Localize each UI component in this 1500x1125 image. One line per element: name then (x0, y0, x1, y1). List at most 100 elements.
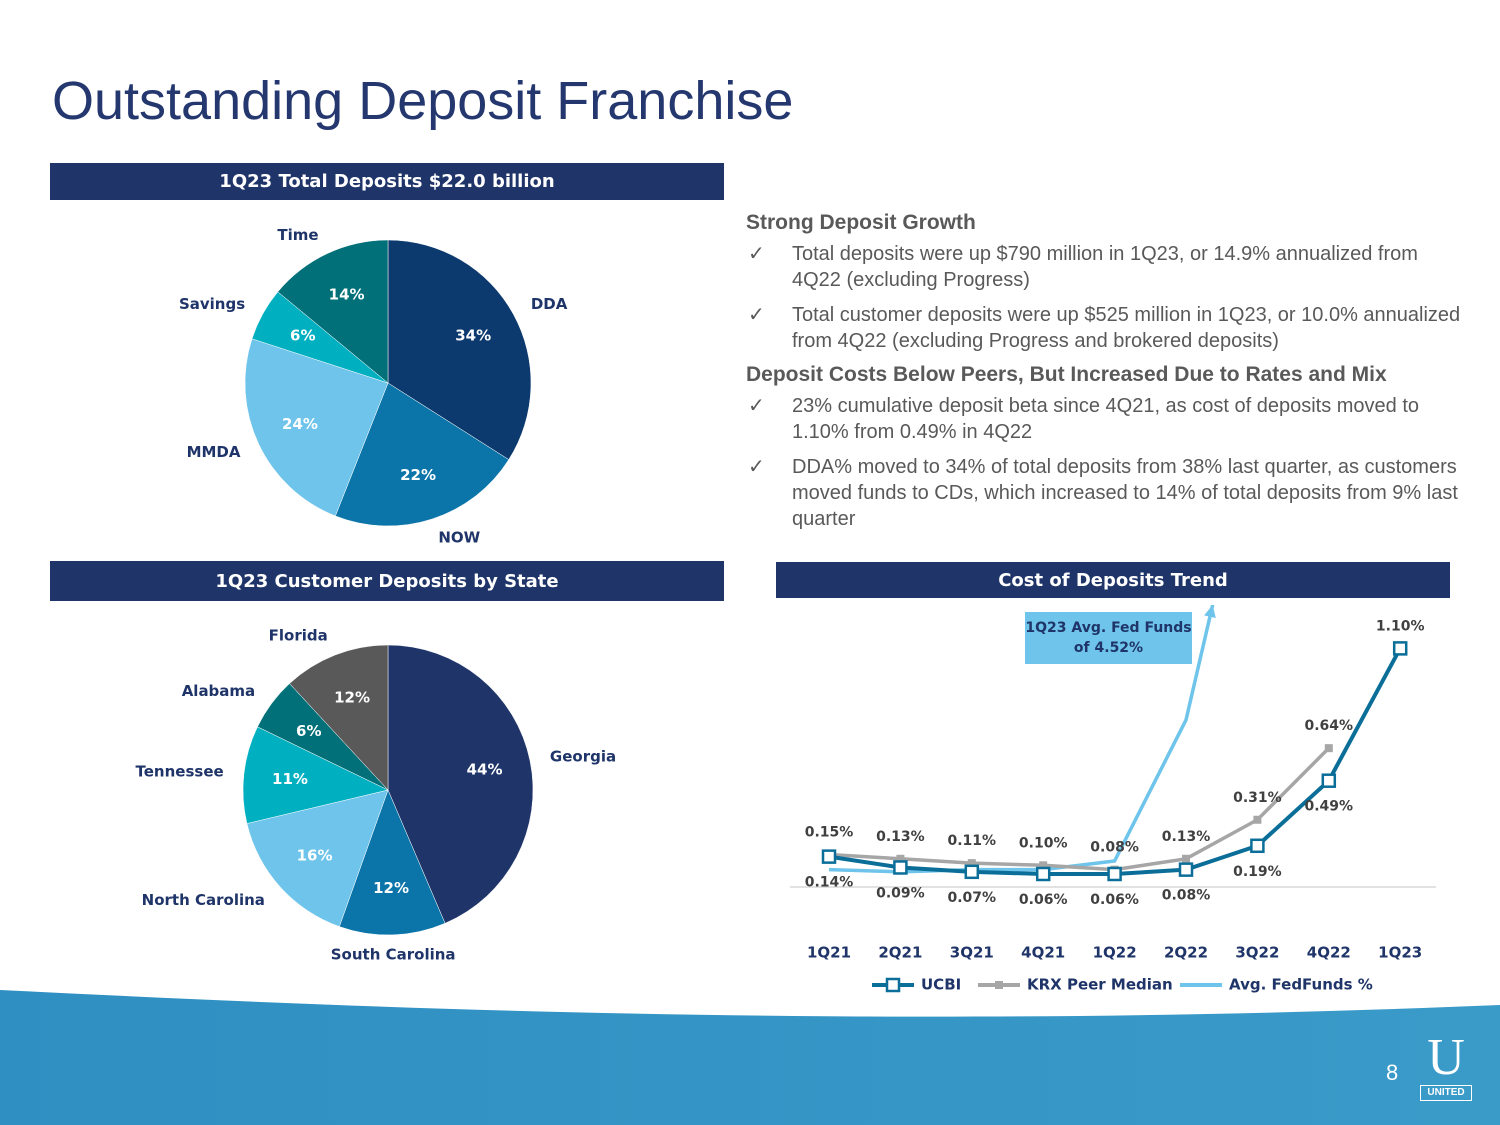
point-marker (1253, 815, 1262, 824)
x-tick-label: 2Q22 (1164, 944, 1208, 962)
legend-label: UCBI (921, 976, 961, 994)
legend-marker (995, 981, 1003, 989)
slice-value-label: 24% (282, 415, 318, 433)
slice-category-label: Florida (269, 627, 328, 645)
slice-category-label: NOW (438, 529, 480, 547)
data-label: 0.31% (1233, 790, 1282, 806)
slice-value-label: 12% (373, 879, 409, 897)
slice-value-label: 34% (455, 327, 491, 345)
data-label: 0.15% (805, 824, 854, 840)
chart-header: Cost of Deposits Trend (776, 562, 1450, 598)
slice-category-label: Savings (179, 295, 245, 313)
point-marker (893, 860, 908, 875)
point-marker (896, 854, 905, 863)
data-label: 0.09% (876, 885, 925, 901)
slice-category-label: North Carolina (142, 891, 265, 909)
bullet-list: Total deposits were up $790 million in 1… (746, 241, 1466, 354)
chart-header: 1Q23 Total Deposits $22.0 billion (50, 163, 724, 200)
data-label: 0.13% (1162, 829, 1211, 845)
slice-category-label: South Carolina (331, 946, 456, 964)
point-marker (1182, 854, 1190, 863)
legend-label: Avg. FedFunds % (1229, 976, 1373, 994)
logo-letter: U (1427, 1029, 1465, 1086)
pie-slice (335, 382, 510, 527)
point-marker (1107, 866, 1122, 882)
data-label: 0.11% (948, 833, 997, 849)
x-tick-label: 3Q21 (950, 944, 994, 962)
section-heading: Strong Deposit Growth (746, 211, 976, 234)
slice-category-label: DDA (531, 295, 568, 313)
logo-name: UNITED (1420, 1085, 1472, 1101)
pie-slice (246, 789, 389, 927)
slice-value-label: 22% (400, 466, 436, 484)
point-marker (1178, 862, 1194, 877)
pie-slice (244, 338, 389, 517)
point-marker (821, 849, 837, 864)
point-marker (1035, 866, 1051, 882)
data-label: 0.08% (1090, 840, 1139, 856)
slice-category-label: Alabama (182, 682, 255, 700)
data-label: 0.10% (1019, 835, 1068, 851)
bullet: Total deposits were up $790 million in 1… (746, 241, 1466, 293)
x-tick-label: 2Q21 (878, 944, 922, 962)
x-tick-label: 3Q22 (1235, 944, 1279, 962)
slice-value-label: 11% (272, 770, 308, 788)
x-tick-label: 1Q21 (807, 944, 851, 962)
pie-slice (339, 789, 446, 936)
slice-category-label: Georgia (550, 747, 616, 765)
data-label: 0.13% (876, 829, 925, 845)
slice-value-label: 6% (290, 327, 315, 345)
data-label: 0.14% (805, 875, 854, 891)
point-marker (1392, 641, 1408, 656)
data-label: 0.49% (1305, 799, 1354, 815)
data-label: 1.10% (1376, 618, 1425, 634)
bullet-list: 23% cumulative deposit beta since 4Q21, … (746, 393, 1466, 532)
x-tick-label: 4Q21 (1021, 944, 1065, 962)
chart-header: 1Q23 Customer Deposits by State (50, 561, 724, 601)
text-panel: Strong Deposit Growth Total deposits were… (746, 207, 1466, 541)
x-tick-label: 1Q22 (1093, 944, 1137, 962)
pie-slice (242, 726, 389, 824)
pie-slice (387, 239, 532, 460)
data-label: 0.07% (948, 890, 997, 906)
x-tick-label: 1Q23 (1378, 944, 1422, 962)
pie-slice (277, 239, 389, 384)
pie-slice (387, 644, 534, 924)
data-label: 0.64% (1305, 718, 1354, 734)
slice-category-label: Time (277, 226, 318, 244)
legend-label: KRX Peer Median (1027, 976, 1173, 994)
arrow-head (1204, 605, 1216, 619)
pie-slice (289, 644, 389, 791)
point-marker (964, 864, 980, 880)
slice-value-label: 12% (334, 689, 370, 707)
slice-value-label: 44% (467, 761, 503, 779)
logo: U UNITED (1418, 1029, 1474, 1103)
point-marker (967, 859, 976, 868)
slide-title: Outstanding Deposit Franchise (52, 71, 794, 131)
slice-value-label: 14% (329, 286, 365, 304)
legend-marker (885, 977, 901, 993)
point-marker (1324, 744, 1333, 753)
bullet: Total customer deposits were up $525 mil… (746, 302, 1466, 354)
slice-category-label: MMDA (187, 443, 241, 461)
footer-wave (0, 990, 1500, 1125)
data-label: 0.08% (1162, 888, 1211, 904)
x-tick-label: 4Q22 (1307, 944, 1351, 962)
point-marker (1039, 861, 1048, 870)
data-label: 0.19% (1233, 864, 1282, 880)
data-label: 0.06% (1090, 892, 1139, 908)
point-marker (1250, 838, 1265, 854)
series-line (828, 746, 1331, 872)
bullet: 23% cumulative deposit beta since 4Q21, … (746, 393, 1466, 445)
slice-value-label: 16% (297, 846, 333, 864)
annotation: 1Q23 Avg. Fed Funds of 4.52% (1025, 612, 1192, 664)
data-label: 0.06% (1019, 892, 1068, 908)
slice-value-label: 6% (296, 722, 321, 740)
point-marker (1321, 773, 1337, 788)
bullet: DDA% moved to 34% of total deposits from… (746, 454, 1466, 532)
page-number: 8 (1386, 1060, 1399, 1085)
slice-category-label: Tennessee (136, 763, 224, 781)
section-heading: Deposit Costs Below Peers, But Increased… (746, 363, 1387, 386)
